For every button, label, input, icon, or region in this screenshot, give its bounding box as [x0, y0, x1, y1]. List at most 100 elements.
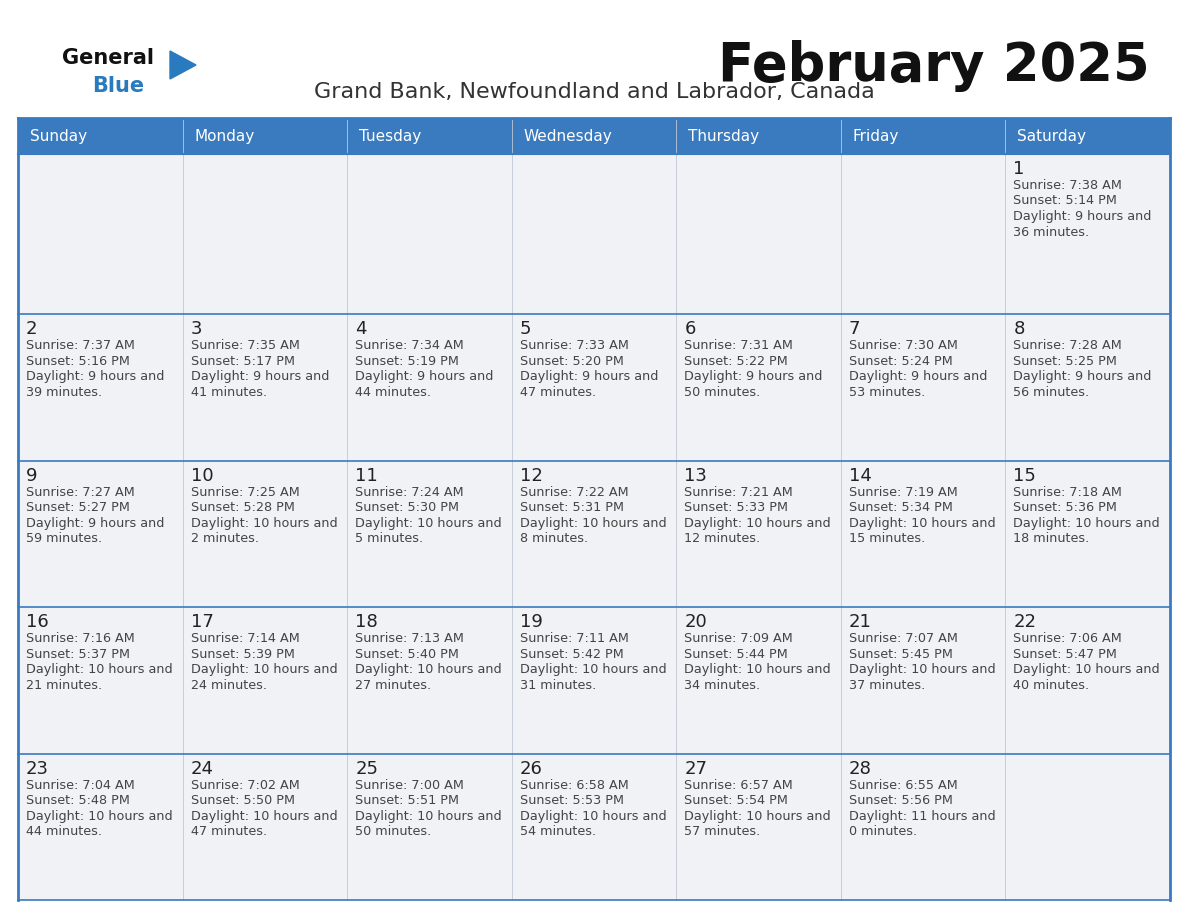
Text: Sunday: Sunday — [30, 129, 87, 143]
Text: Sunrise: 7:35 AM: Sunrise: 7:35 AM — [190, 340, 299, 353]
Text: Sunrise: 7:19 AM: Sunrise: 7:19 AM — [849, 486, 958, 498]
Text: 2 minutes.: 2 minutes. — [190, 532, 259, 545]
Text: Sunset: 5:25 PM: Sunset: 5:25 PM — [1013, 355, 1117, 368]
Text: Sunset: 5:42 PM: Sunset: 5:42 PM — [519, 648, 624, 661]
Text: Sunset: 5:39 PM: Sunset: 5:39 PM — [190, 648, 295, 661]
Text: 2: 2 — [26, 320, 38, 339]
Text: Sunset: 5:28 PM: Sunset: 5:28 PM — [190, 501, 295, 514]
Text: Sunset: 5:24 PM: Sunset: 5:24 PM — [849, 355, 953, 368]
Text: Daylight: 10 hours and: Daylight: 10 hours and — [849, 517, 996, 530]
Text: Sunrise: 7:02 AM: Sunrise: 7:02 AM — [190, 778, 299, 791]
Text: Sunrise: 7:11 AM: Sunrise: 7:11 AM — [519, 633, 628, 645]
Text: 56 minutes.: 56 minutes. — [1013, 386, 1089, 399]
Text: Sunrise: 6:57 AM: Sunrise: 6:57 AM — [684, 778, 794, 791]
Text: Daylight: 9 hours and: Daylight: 9 hours and — [355, 370, 493, 384]
Bar — [841, 118, 1005, 154]
Text: 10: 10 — [190, 466, 213, 485]
Text: Daylight: 10 hours and: Daylight: 10 hours and — [190, 517, 337, 530]
Text: Daylight: 10 hours and: Daylight: 10 hours and — [26, 810, 172, 823]
Text: Daylight: 10 hours and: Daylight: 10 hours and — [849, 663, 996, 677]
Text: 36 minutes.: 36 minutes. — [1013, 226, 1089, 239]
Bar — [347, 118, 512, 154]
Text: Sunset: 5:44 PM: Sunset: 5:44 PM — [684, 648, 788, 661]
Bar — [18, 118, 183, 154]
Text: Sunset: 5:33 PM: Sunset: 5:33 PM — [684, 501, 789, 514]
Text: Sunrise: 7:38 AM: Sunrise: 7:38 AM — [1013, 179, 1123, 192]
Text: Sunrise: 7:07 AM: Sunrise: 7:07 AM — [849, 633, 958, 645]
Text: General: General — [62, 48, 154, 68]
Text: 23: 23 — [26, 759, 49, 778]
Text: Daylight: 10 hours and: Daylight: 10 hours and — [1013, 517, 1159, 530]
Text: 50 minutes.: 50 minutes. — [684, 386, 760, 399]
Text: Sunset: 5:17 PM: Sunset: 5:17 PM — [190, 355, 295, 368]
Text: Tuesday: Tuesday — [359, 129, 421, 143]
Text: 22: 22 — [1013, 613, 1036, 632]
Text: 6: 6 — [684, 320, 696, 339]
Text: 12: 12 — [519, 466, 543, 485]
Text: Daylight: 9 hours and: Daylight: 9 hours and — [849, 370, 987, 384]
Text: 24 minutes.: 24 minutes. — [190, 678, 266, 691]
Text: 44 minutes.: 44 minutes. — [355, 386, 431, 399]
Text: Sunrise: 7:33 AM: Sunrise: 7:33 AM — [519, 340, 628, 353]
Text: Sunset: 5:56 PM: Sunset: 5:56 PM — [849, 794, 953, 807]
Text: 47 minutes.: 47 minutes. — [190, 825, 266, 838]
Text: Monday: Monday — [194, 129, 254, 143]
Text: 24: 24 — [190, 759, 214, 778]
Text: Daylight: 10 hours and: Daylight: 10 hours and — [684, 517, 830, 530]
Text: Sunrise: 7:22 AM: Sunrise: 7:22 AM — [519, 486, 628, 498]
Text: 37 minutes.: 37 minutes. — [849, 678, 925, 691]
Text: Daylight: 9 hours and: Daylight: 9 hours and — [26, 370, 164, 384]
Text: 9: 9 — [26, 466, 38, 485]
Bar — [1005, 118, 1170, 154]
Bar — [18, 314, 1170, 461]
Text: Daylight: 10 hours and: Daylight: 10 hours and — [519, 810, 666, 823]
Text: 15 minutes.: 15 minutes. — [849, 532, 925, 545]
Text: Sunrise: 7:09 AM: Sunrise: 7:09 AM — [684, 633, 794, 645]
Text: 7: 7 — [849, 320, 860, 339]
Text: Sunset: 5:40 PM: Sunset: 5:40 PM — [355, 648, 459, 661]
Bar — [676, 118, 841, 154]
Text: 50 minutes.: 50 minutes. — [355, 825, 431, 838]
Text: Sunrise: 7:18 AM: Sunrise: 7:18 AM — [1013, 486, 1123, 498]
Text: 0 minutes.: 0 minutes. — [849, 825, 917, 838]
Text: Daylight: 9 hours and: Daylight: 9 hours and — [1013, 370, 1152, 384]
Text: Daylight: 10 hours and: Daylight: 10 hours and — [355, 810, 501, 823]
Text: 53 minutes.: 53 minutes. — [849, 386, 925, 399]
Text: Blue: Blue — [91, 76, 144, 96]
Text: 5 minutes.: 5 minutes. — [355, 532, 423, 545]
Text: Sunset: 5:48 PM: Sunset: 5:48 PM — [26, 794, 129, 807]
Text: 8: 8 — [1013, 320, 1025, 339]
Text: Daylight: 10 hours and: Daylight: 10 hours and — [1013, 663, 1159, 677]
Text: Sunrise: 7:37 AM: Sunrise: 7:37 AM — [26, 340, 135, 353]
Text: 13: 13 — [684, 466, 707, 485]
Text: Sunrise: 7:14 AM: Sunrise: 7:14 AM — [190, 633, 299, 645]
Text: 17: 17 — [190, 613, 214, 632]
Text: 41 minutes.: 41 minutes. — [190, 386, 266, 399]
Text: Sunrise: 7:30 AM: Sunrise: 7:30 AM — [849, 340, 958, 353]
Text: Sunset: 5:37 PM: Sunset: 5:37 PM — [26, 648, 129, 661]
Text: 40 minutes.: 40 minutes. — [1013, 678, 1089, 691]
Text: Sunrise: 6:58 AM: Sunrise: 6:58 AM — [519, 778, 628, 791]
Text: Daylight: 10 hours and: Daylight: 10 hours and — [684, 810, 830, 823]
Text: Sunrise: 7:24 AM: Sunrise: 7:24 AM — [355, 486, 463, 498]
Text: 3: 3 — [190, 320, 202, 339]
Bar — [18, 754, 1170, 900]
Text: Sunset: 5:36 PM: Sunset: 5:36 PM — [1013, 501, 1117, 514]
Polygon shape — [170, 51, 196, 79]
Text: Sunrise: 7:28 AM: Sunrise: 7:28 AM — [1013, 340, 1123, 353]
Text: Sunrise: 7:31 AM: Sunrise: 7:31 AM — [684, 340, 794, 353]
Text: February 2025: February 2025 — [719, 40, 1150, 92]
Text: 18 minutes.: 18 minutes. — [1013, 532, 1089, 545]
Text: Daylight: 9 hours and: Daylight: 9 hours and — [26, 517, 164, 530]
Bar — [18, 607, 1170, 754]
Text: 25: 25 — [355, 759, 378, 778]
Text: Sunrise: 7:21 AM: Sunrise: 7:21 AM — [684, 486, 794, 498]
Text: 21: 21 — [849, 613, 872, 632]
Text: Daylight: 10 hours and: Daylight: 10 hours and — [355, 663, 501, 677]
Bar — [18, 461, 1170, 607]
Text: Daylight: 10 hours and: Daylight: 10 hours and — [519, 517, 666, 530]
Text: 26: 26 — [519, 759, 543, 778]
Text: Sunset: 5:19 PM: Sunset: 5:19 PM — [355, 355, 459, 368]
Text: 54 minutes.: 54 minutes. — [519, 825, 596, 838]
Text: 11: 11 — [355, 466, 378, 485]
